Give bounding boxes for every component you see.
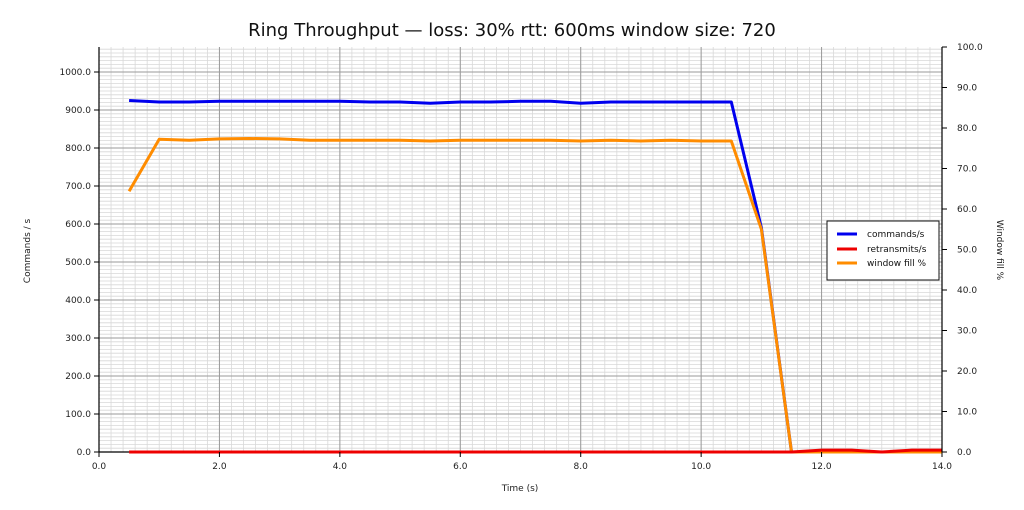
y2-tick-label: 0.0 xyxy=(957,448,972,458)
x-tick-label: 10.0 xyxy=(691,462,711,472)
y2-tick-label: 80.0 xyxy=(957,124,977,134)
legend-label-window-fill: window fill % xyxy=(867,259,927,269)
chart-title: Ring Throughput — loss: 30% rtt: 600ms w… xyxy=(248,20,776,41)
y-tick-label: 700.0 xyxy=(65,182,91,192)
legend-label-retransmits: retransmits/s xyxy=(867,245,927,255)
y2-tick-label: 100.0 xyxy=(957,43,983,53)
y2-tick-label: 30.0 xyxy=(957,327,977,337)
y-tick-label: 100.0 xyxy=(65,410,91,420)
x-tick-label: 4.0 xyxy=(333,462,348,472)
x-axis-title: Time (s) xyxy=(501,484,539,494)
y2-tick-label: 20.0 xyxy=(957,367,977,377)
y-tick-label: 300.0 xyxy=(65,334,91,344)
y2-tick-label: 10.0 xyxy=(957,408,977,418)
y-tick-label: 1000.0 xyxy=(60,68,92,78)
series-commands-sline xyxy=(129,99,942,454)
y-tick-label: 900.0 xyxy=(65,106,91,116)
x-tick-label: 2.0 xyxy=(212,462,227,472)
series-layer xyxy=(127,99,942,454)
y-axis-title: Commands / s xyxy=(23,218,33,283)
y2-axis-title: Window fill % xyxy=(994,220,1004,281)
x-tick-label: 6.0 xyxy=(453,462,468,472)
y2-tick-label: 70.0 xyxy=(957,165,977,175)
y2-axis-ticks: 0.0 10.0 20.0 30.0 40.0 50.0 60.0 70.0 80.0 90.0 1… xyxy=(942,43,983,458)
x-tick-label: 0.0 xyxy=(92,462,107,472)
y2-tick-label: 90.0 xyxy=(957,84,977,94)
y-tick-label: 200.0 xyxy=(65,372,91,382)
y-tick-label: 400.0 xyxy=(65,296,91,306)
legend: commands/s retransmits/s window fill % xyxy=(826,220,940,281)
x-tick-label: 14.0 xyxy=(932,462,952,472)
y-tick-label: 600.0 xyxy=(65,220,91,230)
y2-tick-label: 60.0 xyxy=(957,205,977,215)
y2-tick-label: 40.0 xyxy=(957,286,977,296)
y-tick-label: 800.0 xyxy=(65,144,91,154)
x-axis-ticks: 0.0 2.0 4.0 6.0 8.0 10.0 12.0 14.0 xyxy=(92,452,952,472)
grid-minor xyxy=(98,47,943,453)
y-tick-label: 500.0 xyxy=(65,258,91,268)
legend-label-commands: commands/s xyxy=(867,230,925,240)
y-tick-label: 0.0 xyxy=(77,448,92,458)
x-tick-label: 8.0 xyxy=(574,462,589,472)
series-retransmits-sline xyxy=(129,448,942,454)
y2-tick-label: 50.0 xyxy=(957,246,977,256)
y-axis-ticks: 0.0 100.0 200.0 300.0 400.0 500.0 600.0 700.0 80… xyxy=(60,68,99,458)
x-tick-label: 12.0 xyxy=(812,462,832,472)
